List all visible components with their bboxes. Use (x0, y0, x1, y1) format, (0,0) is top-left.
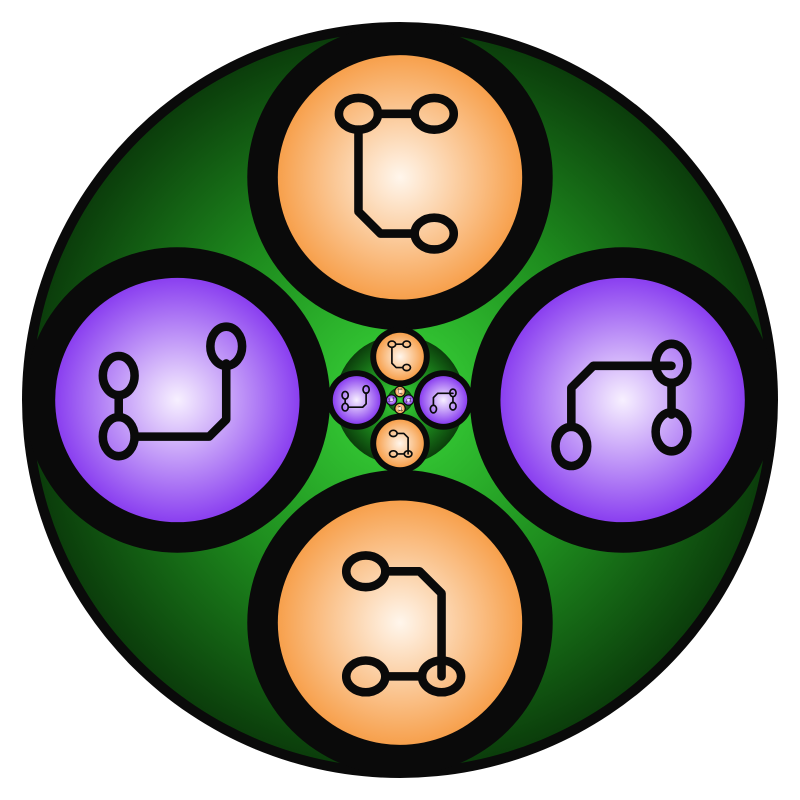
left-purple-disk-level-2 (326, 370, 387, 430)
right-purple-disk-level-1 (469, 247, 776, 553)
disk-face (403, 395, 414, 405)
left-purple-disk-level-1 (24, 247, 331, 553)
disk-face (395, 386, 405, 397)
top-orange-disk-level-2 (370, 326, 430, 387)
disk-face (500, 277, 745, 523)
top-orange-disk-level-1 (247, 24, 553, 331)
disk-face (419, 376, 468, 424)
left-purple-disk-level-3 (385, 394, 398, 406)
disk-face (376, 332, 424, 381)
bottom-orange-disk-level-1 (247, 469, 553, 776)
disk-face (332, 376, 381, 424)
nested-levels (24, 24, 776, 776)
right-purple-disk-level-3 (402, 394, 415, 406)
bottom-orange-disk-level-2 (370, 413, 430, 474)
center-field-level-3 (387, 387, 413, 413)
disk-face (386, 395, 397, 405)
disk-face (277, 55, 523, 300)
disk-face (277, 500, 523, 745)
disk-face (395, 403, 405, 414)
right-purple-disk-level-2 (413, 370, 474, 430)
disk-face (55, 277, 300, 523)
disk-face (376, 419, 424, 468)
top-orange-disk-level-3 (394, 385, 406, 398)
bottom-orange-disk-level-3 (394, 402, 406, 415)
